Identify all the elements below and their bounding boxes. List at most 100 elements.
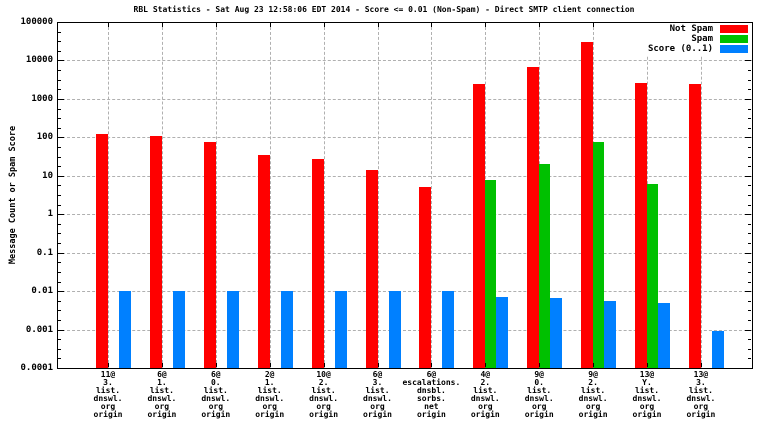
y-minor-tick-left: [58, 185, 61, 187]
y-major-tick-right: [745, 175, 751, 177]
v-gridline-6: [431, 22, 433, 368]
v-gridline-2: [215, 22, 217, 368]
x-category-label-9: 9@ 2. list. dnswl. org origin: [578, 370, 608, 419]
bar-not-spam-0: [96, 134, 108, 368]
y-major-tick-right: [745, 98, 751, 100]
y-minor-tick-left: [58, 118, 61, 120]
v-gridline-4: [323, 22, 325, 368]
x-tick-bottom: [431, 363, 433, 367]
y-tick-label-0.01: 0.01: [31, 286, 53, 297]
bar-score-0-1-11: [711, 331, 724, 368]
y-minor-tick-left: [58, 223, 61, 225]
y-minor-tick-right: [748, 339, 751, 341]
bar-score-0-1-3: [280, 291, 293, 368]
x-tick-top: [377, 23, 379, 27]
x-category-label-4: 10@ 2. list. dnswl. org origin: [309, 370, 339, 419]
legend-row-not-spam: Not Spam: [648, 24, 748, 34]
y-minor-tick-right: [748, 262, 751, 264]
y-minor-tick-right: [748, 156, 751, 158]
y-tick-label-10000: 10000: [25, 55, 53, 66]
y-tick-label-0.1: 0.1: [36, 247, 53, 258]
h-gridline-1e1: [57, 175, 752, 177]
x-tick-bottom: [700, 363, 702, 367]
bar-not-spam-8: [527, 67, 540, 368]
y-major-tick-left: [58, 22, 64, 23]
h-gridline-1e4: [57, 60, 752, 62]
y-minor-tick-left: [58, 156, 61, 158]
y-minor-tick-left: [58, 339, 61, 341]
bar-spam-7: [485, 179, 497, 368]
y-major-tick-left: [58, 291, 64, 293]
y-minor-tick-right: [748, 118, 751, 120]
x-category-label-10: 13@ Y. list. dnswl. org origin: [632, 370, 662, 419]
v-gridline-1: [161, 22, 163, 368]
y-minor-tick-right: [748, 185, 751, 187]
x-tick-top: [161, 23, 163, 27]
y-major-tick-left: [58, 60, 64, 62]
chart-title: RBL Statistics - Sat Aug 23 12:58:06 EDT…: [133, 5, 635, 14]
bar-score-0-1-10: [658, 302, 670, 368]
y-minor-tick-right: [748, 204, 751, 206]
bar-not-spam-4: [311, 159, 324, 368]
bar-score-0-1-5: [388, 291, 401, 368]
x-tick-bottom: [269, 363, 271, 367]
h-gridline-1e2: [57, 137, 752, 139]
bar-not-spam-3: [257, 154, 270, 368]
y-major-tick-right: [745, 252, 751, 254]
y-minor-tick-left: [58, 358, 61, 360]
h-gridline-1e-1: [57, 252, 752, 254]
bar-score-0-1-6: [442, 291, 455, 368]
y-major-tick-left: [58, 137, 64, 139]
y-minor-tick-right: [748, 79, 751, 81]
legend-swatch-score: [720, 45, 748, 53]
y-minor-tick-left: [58, 166, 61, 168]
y-minor-tick-right: [748, 319, 751, 321]
y-minor-tick-left: [58, 281, 61, 283]
x-tick-top: [485, 23, 487, 27]
bar-not-spam-10: [635, 82, 647, 368]
y-major-tick-left: [58, 98, 64, 100]
x-category-label-3: 2@ 1. list. dnswl. org origin: [255, 370, 285, 419]
y-tick-label-100: 100: [36, 132, 53, 143]
y-minor-tick-left: [58, 348, 61, 350]
legend: Not Spam Spam Score (0..1): [641, 23, 751, 56]
x-category-label-0: 11@ 3. list. dnswl. org origin: [93, 370, 123, 419]
bar-not-spam-9: [581, 41, 594, 368]
bar-score-0-1-8: [550, 298, 563, 368]
y-tick-label-100000: 100000: [20, 17, 53, 27]
bar-spam-10: [647, 184, 658, 368]
bar-not-spam-7: [473, 84, 486, 368]
legend-label-not-spam: Not Spam: [669, 24, 713, 34]
y-minor-tick-right: [748, 233, 751, 235]
x-tick-bottom: [647, 363, 648, 367]
legend-swatch-spam: [720, 35, 748, 43]
x-tick-bottom: [215, 363, 217, 367]
legend-label-spam: Spam: [691, 34, 713, 44]
v-gridline-0: [108, 22, 109, 368]
y-minor-tick-left: [58, 70, 61, 72]
x-tick-bottom: [593, 363, 595, 367]
x-tick-top: [323, 23, 325, 27]
y-minor-tick-left: [58, 108, 61, 110]
y-tick-label-1: 1: [47, 209, 53, 220]
y-major-tick-right: [745, 60, 751, 62]
y-tick-label-1000: 1000: [31, 93, 53, 104]
y-major-tick-right: [745, 329, 751, 331]
bar-spam-8: [539, 164, 551, 368]
bar-not-spam-2: [203, 142, 216, 368]
y-minor-tick-right: [748, 281, 751, 283]
y-minor-tick-left: [58, 204, 61, 206]
y-minor-tick-right: [748, 358, 751, 360]
y-major-tick-left: [58, 214, 64, 216]
x-category-label-1: 6@ 1. list. dnswl. org origin: [147, 370, 177, 419]
y-minor-tick-left: [58, 319, 61, 321]
bar-score-0-1-0: [119, 291, 131, 368]
x-category-label-8: 9@ 0. list. dnswl. org origin: [524, 370, 554, 419]
y-minor-tick-left: [58, 195, 61, 196]
y-minor-tick-right: [748, 195, 751, 196]
y-minor-tick-right: [748, 348, 751, 350]
y-minor-tick-left: [58, 89, 61, 91]
bar-spam-9: [593, 141, 605, 368]
y-major-tick-right: [745, 291, 751, 293]
